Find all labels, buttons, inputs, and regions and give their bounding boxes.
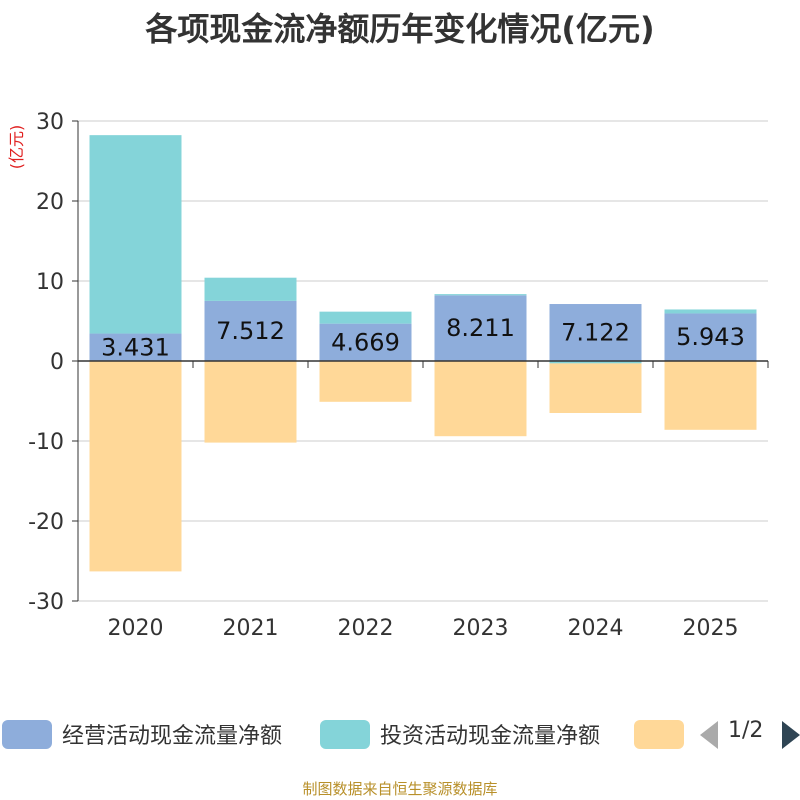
data-label: 3.431 — [101, 333, 170, 361]
legend-swatch-financing — [634, 719, 684, 749]
data-label: 7.512 — [216, 317, 285, 345]
x-tick-label: 2020 — [108, 616, 164, 641]
legend-item-investing[interactable]: 投资活动现金流量净额 — [320, 718, 600, 750]
y-tick-label: 20 — [36, 190, 64, 215]
bar-operating — [549, 304, 642, 361]
bar-investing — [549, 361, 642, 364]
bar-financing — [664, 361, 757, 430]
legend-page-indicator: 1/2 — [728, 718, 764, 743]
triangle-right-icon[interactable] — [782, 721, 800, 749]
bar-operating — [664, 313, 757, 361]
chart-title: 各项现金流净额历年变化情况(亿元) — [145, 10, 655, 48]
data-label: 5.943 — [676, 323, 745, 351]
bar-investing — [204, 277, 297, 301]
data-label: 7.122 — [561, 319, 630, 347]
bar-investing — [664, 309, 757, 314]
legend-label-investing: 投资活动现金流量净额 — [380, 724, 601, 749]
bar-investing — [434, 294, 527, 296]
legend-swatch-operating — [2, 719, 52, 749]
bar-operating — [204, 300, 297, 361]
x-tick-label: 2024 — [568, 616, 624, 641]
bar-investing — [89, 135, 182, 334]
bar-operating — [89, 333, 182, 361]
y-tick-label: 30 — [36, 110, 64, 135]
data-label: 8.211 — [446, 314, 515, 342]
legend-label-operating: 经营活动现金流量净额 — [62, 724, 283, 749]
data-source-note: 制图数据来自恒生聚源数据库 — [302, 780, 498, 798]
data-label: 4.669 — [331, 328, 400, 356]
y-tick-label: -20 — [28, 510, 64, 535]
y-tick-label: -30 — [28, 590, 64, 615]
legend-swatch-investing — [320, 719, 370, 749]
bar-investing — [319, 311, 412, 324]
bar-financing — [549, 363, 642, 413]
bar-financing — [319, 361, 412, 402]
bar-financing — [434, 361, 527, 437]
y-tick-label: -10 — [28, 430, 64, 455]
legend-item-operating[interactable]: 经营活动现金流量净额 — [2, 718, 282, 750]
bar-financing — [89, 361, 182, 572]
x-tick-label: 2025 — [683, 616, 739, 641]
bar-operating — [319, 323, 412, 361]
y-tick-label: 10 — [36, 270, 64, 295]
x-tick-label: 2021 — [223, 616, 279, 641]
y-tick-label: 0 — [50, 350, 64, 375]
x-tick-label: 2022 — [338, 616, 394, 641]
y-axis-label: (亿元) — [7, 125, 26, 170]
triangle-left-icon[interactable] — [700, 721, 718, 749]
x-tick-label: 2023 — [453, 616, 509, 641]
bar-operating — [434, 295, 527, 361]
legend-item-financing[interactable] — [634, 718, 694, 750]
bar-financing — [204, 361, 297, 443]
